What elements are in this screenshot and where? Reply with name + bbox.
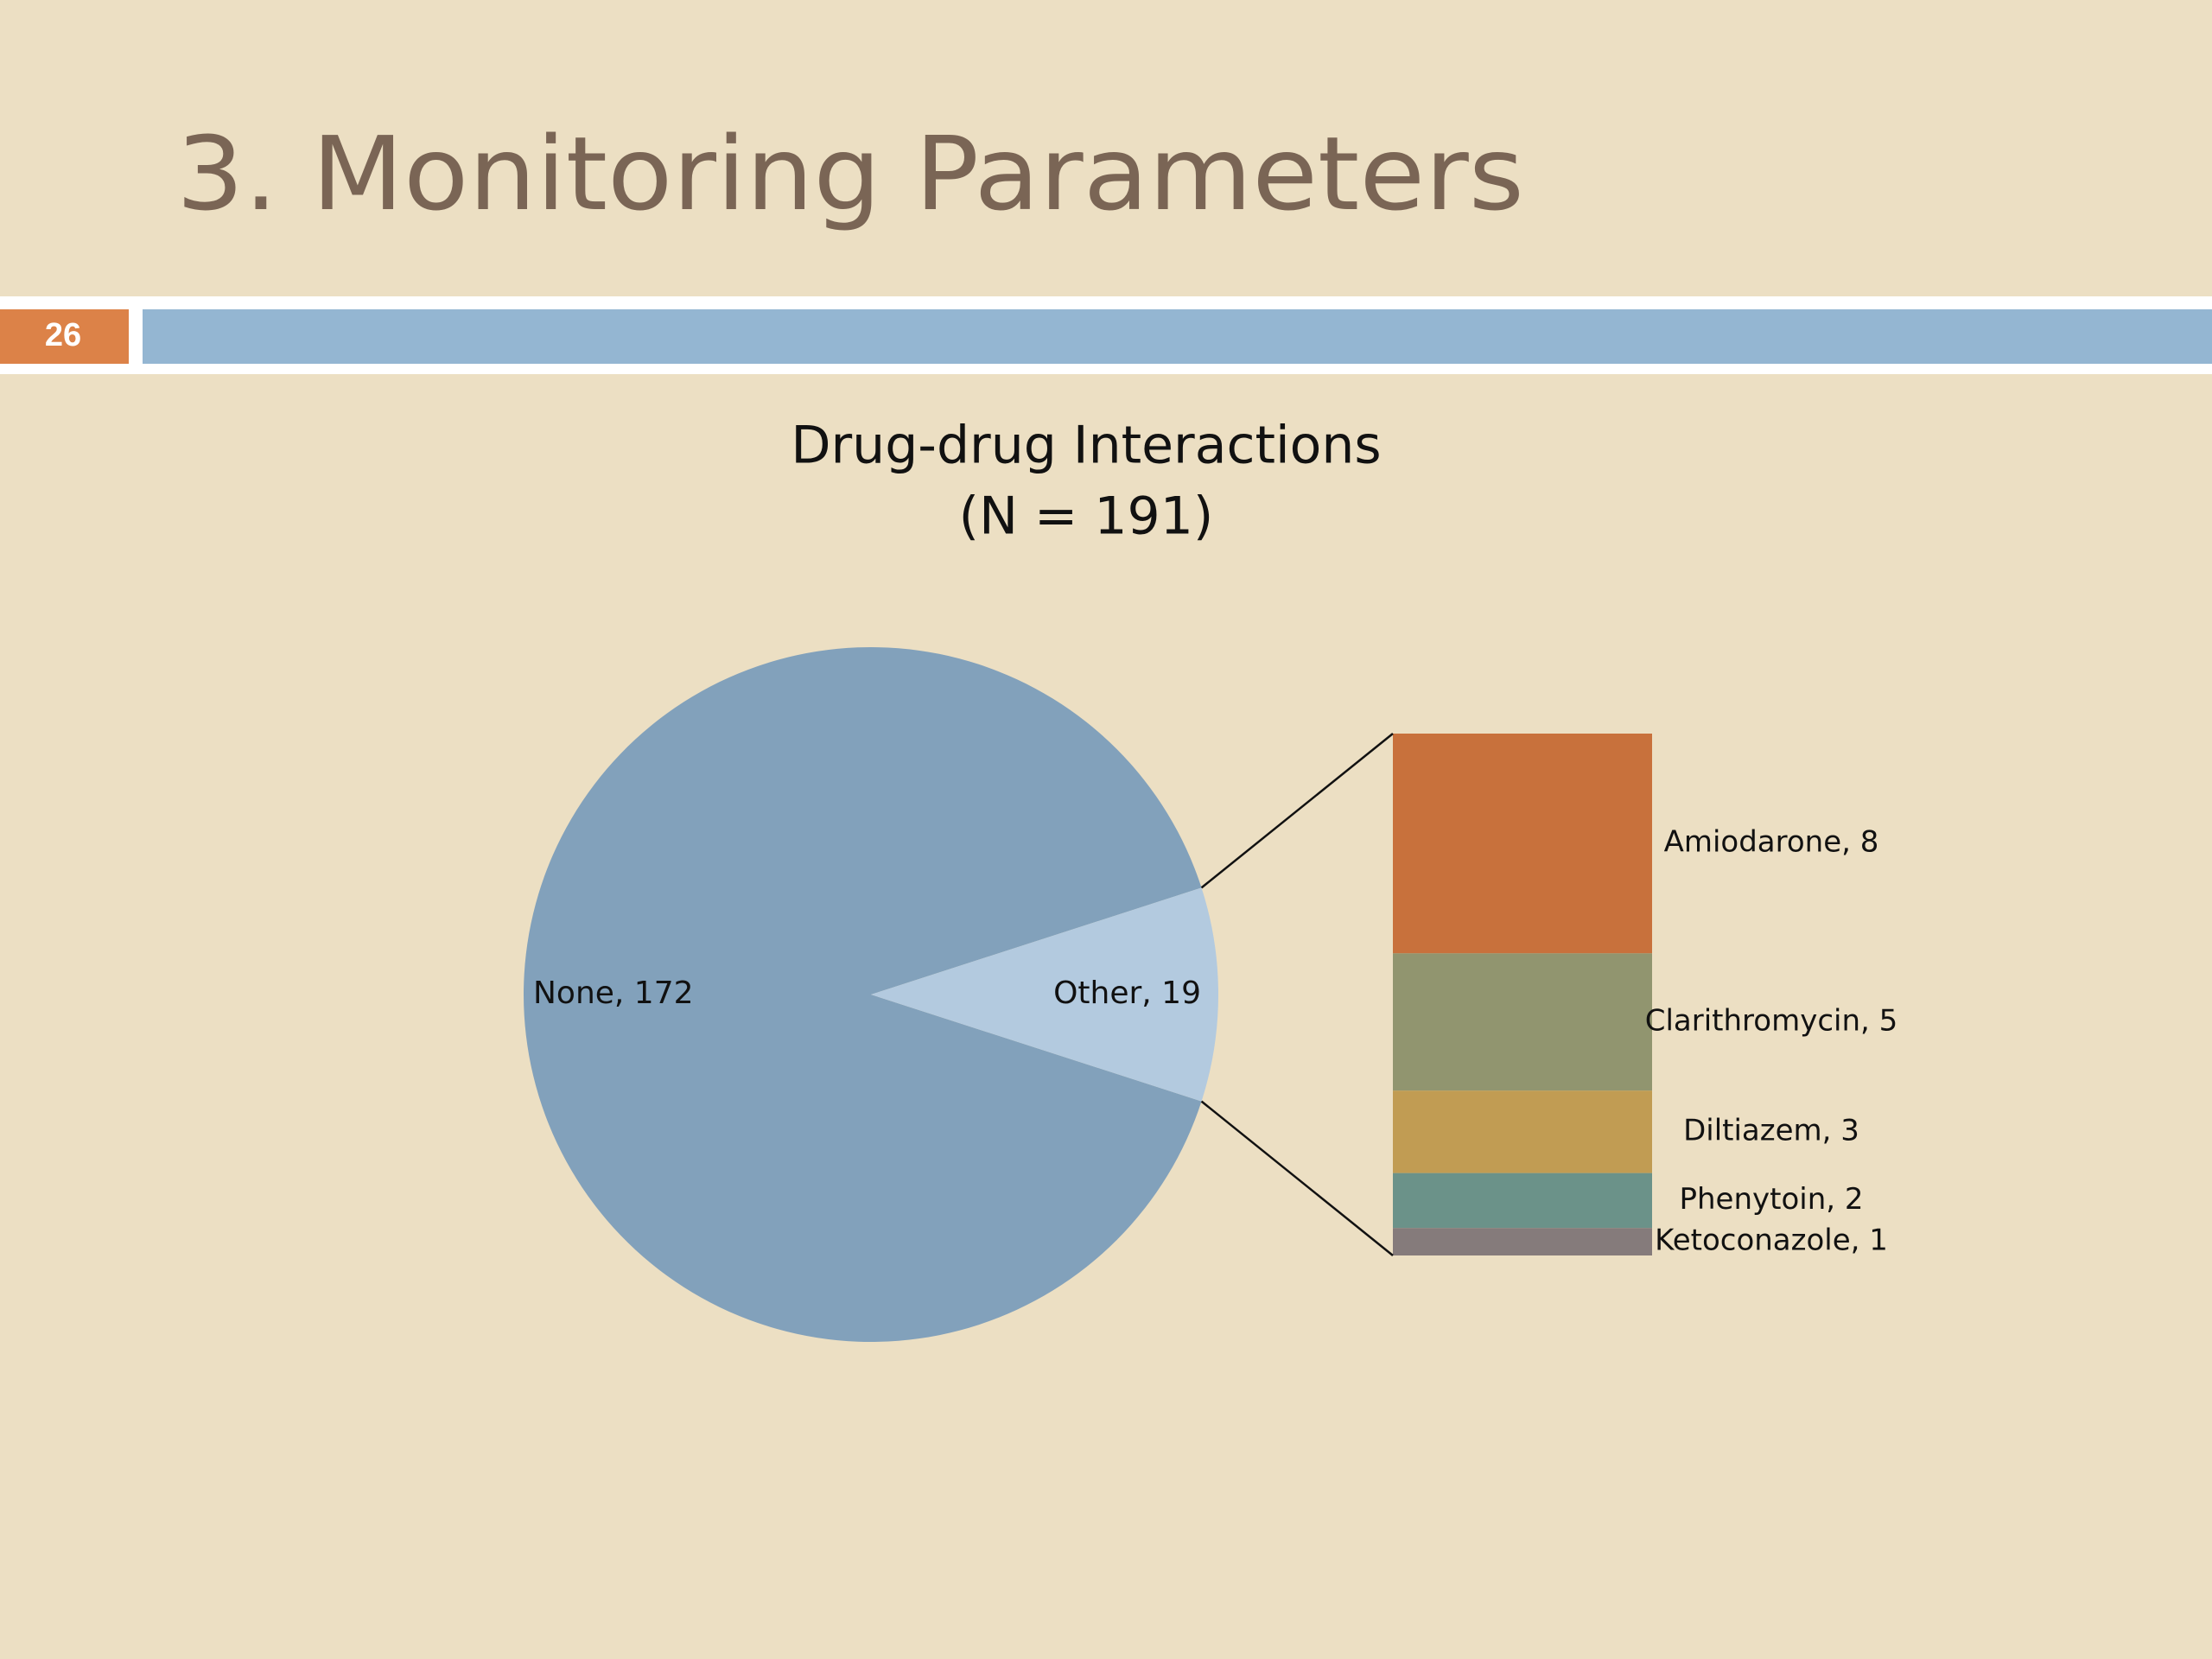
connector-line bbox=[1200, 1100, 1394, 1256]
pie-slice bbox=[871, 887, 1218, 1102]
bar-segment bbox=[1393, 953, 1652, 1091]
chart-title: Drug-drug Interactions bbox=[791, 416, 1381, 476]
slice-label: None, 172 bbox=[533, 976, 694, 1011]
bar-segment bbox=[1393, 734, 1652, 954]
bar-segment bbox=[1393, 1090, 1652, 1173]
segment-label: Ketoconazole, 1 bbox=[1655, 1224, 1888, 1258]
segment-label: Phenytoin, 2 bbox=[1679, 1182, 1863, 1217]
bar-segment bbox=[1393, 1173, 1652, 1229]
bar-segment bbox=[1393, 1228, 1652, 1255]
chart-subtitle: (N = 191) bbox=[959, 486, 1214, 547]
slice-label: Other, 19 bbox=[1053, 976, 1201, 1011]
connector-line bbox=[1200, 733, 1394, 889]
segment-label: Amiodarone, 8 bbox=[1664, 825, 1879, 860]
segment-label: Diltiazem, 3 bbox=[1683, 1113, 1859, 1147]
header-bar bbox=[143, 309, 2212, 364]
slide-number: 26 bbox=[45, 317, 81, 353]
pie-slice bbox=[523, 647, 1202, 1342]
segment-label: Clarithromycin, 5 bbox=[1645, 1003, 1898, 1038]
slide-title: 3. Monitoring Parameters bbox=[176, 114, 1524, 233]
slide-number-box bbox=[0, 309, 129, 364]
